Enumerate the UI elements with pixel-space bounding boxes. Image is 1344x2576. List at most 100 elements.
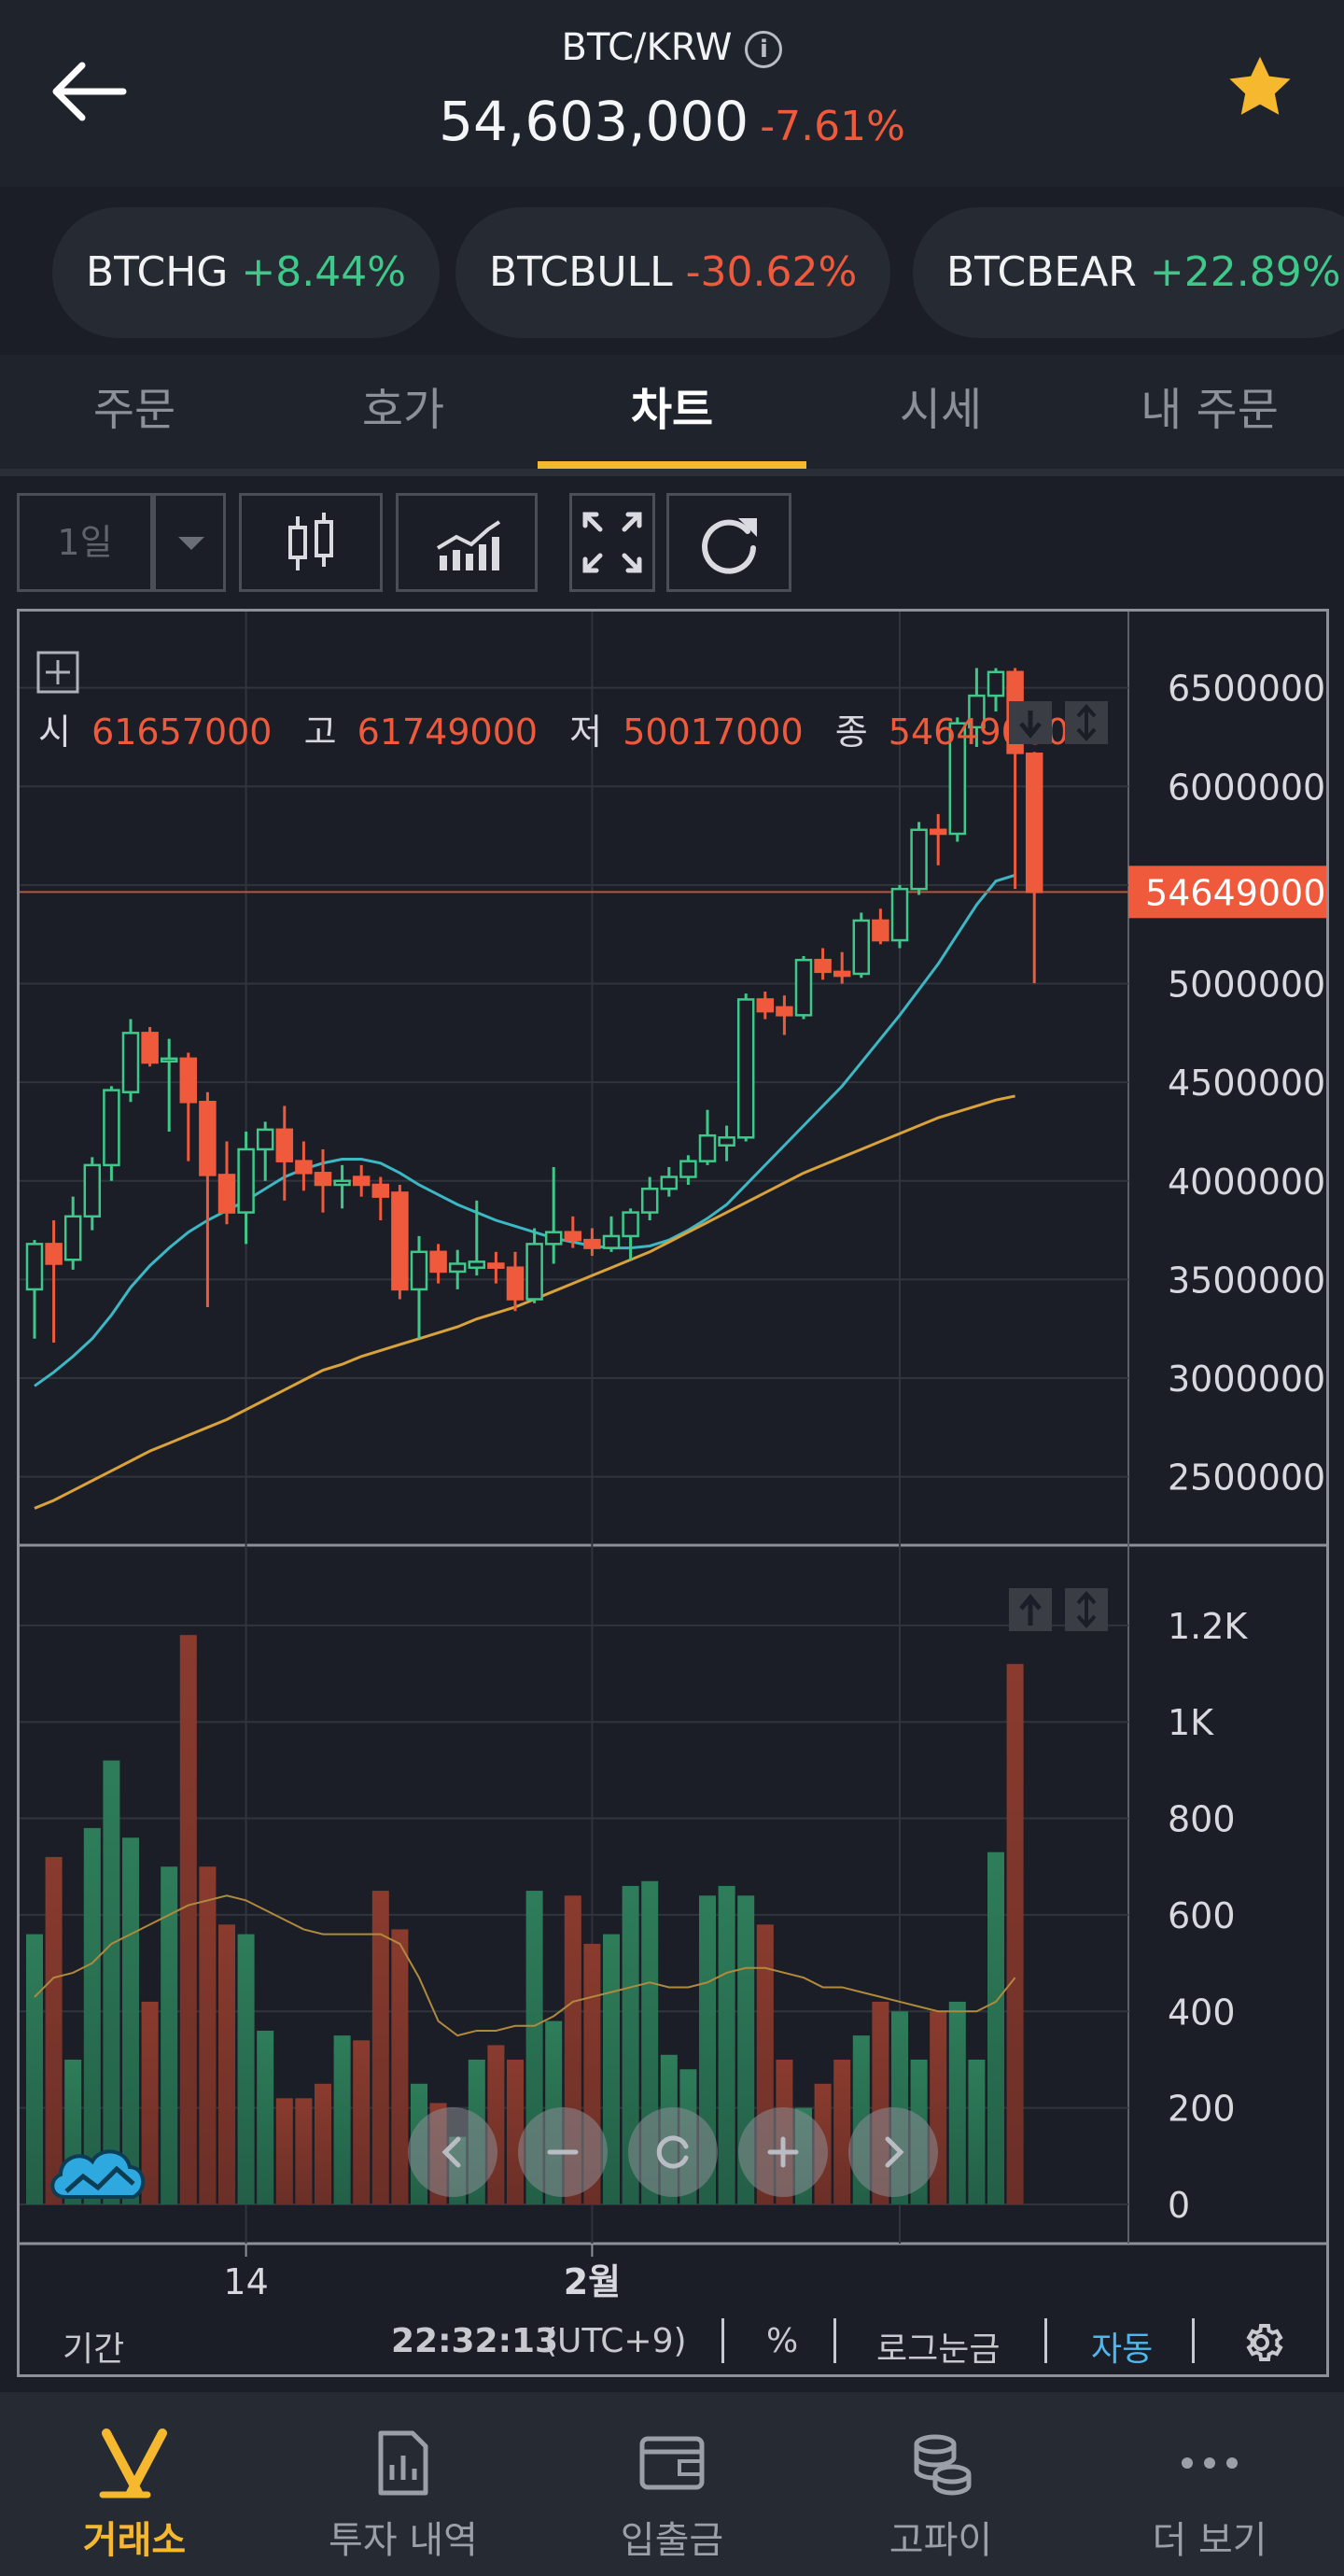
candle-body xyxy=(910,828,928,891)
price-tick-label: 25000000 xyxy=(1168,1457,1326,1499)
candle-body xyxy=(525,1243,543,1301)
candle-body xyxy=(371,1183,390,1198)
divider xyxy=(1044,2318,1047,2363)
volume-bar xyxy=(333,2035,351,2204)
indicator-button[interactable] xyxy=(396,493,538,592)
volume-bar xyxy=(353,2040,371,2204)
volume-bar xyxy=(987,1851,1004,2204)
candle-body xyxy=(756,998,775,1013)
auto-scale-toggle[interactable]: 자동 xyxy=(1091,2330,1154,2369)
gear-icon[interactable] xyxy=(1239,2320,1283,2365)
candle-body xyxy=(141,1032,159,1064)
tab-chart[interactable]: 차트 xyxy=(538,355,806,469)
nav-deposit-withdraw[interactable]: 입출금 xyxy=(538,2392,806,2576)
ohlc-high-label: 고 xyxy=(304,711,337,753)
tab-my-orders[interactable]: 내 주문 xyxy=(1141,384,1279,436)
candle-body xyxy=(968,694,986,729)
candle-body xyxy=(199,1101,217,1176)
chip-name: BTCBEAR xyxy=(946,248,1137,296)
volume-bar xyxy=(218,1924,235,2204)
divider xyxy=(1192,2318,1195,2363)
nav-gopax[interactable]: 고파이 xyxy=(806,2392,1075,2576)
chip-name: BTCBULL xyxy=(489,248,673,296)
candle-body xyxy=(179,1057,198,1104)
candle-body xyxy=(352,1175,371,1187)
pan-left-icon xyxy=(441,2136,461,2168)
related-chip-btcbear[interactable]: BTCBEAR +22.89% xyxy=(913,207,1344,338)
cloud-logo-icon xyxy=(50,2149,145,2199)
indicator-icon xyxy=(436,520,501,570)
candle-body xyxy=(333,1179,351,1187)
log-scale-toggle[interactable]: 로그눈금 xyxy=(876,2330,1001,2369)
volume-ma-line xyxy=(34,1894,1016,2037)
fullscreen-button[interactable] xyxy=(569,493,655,592)
candle-body xyxy=(25,1243,44,1291)
price-tick-label: 50000000 xyxy=(1168,964,1326,1006)
report-icon xyxy=(378,2430,428,2496)
candle-body xyxy=(794,958,813,1017)
candle-body xyxy=(736,998,755,1139)
price-pane-arrows[interactable] xyxy=(1009,701,1108,744)
candle-body xyxy=(295,1160,313,1175)
wallet-icon xyxy=(639,2436,705,2490)
related-chip-btchg[interactable]: BTCHG +8.44% xyxy=(52,207,441,338)
candle-body xyxy=(890,887,909,942)
tab-market[interactable]: 시세 xyxy=(899,384,983,436)
volume-tick-label: 1.2K xyxy=(1168,1606,1248,1647)
volume-bar xyxy=(622,1885,639,2204)
period-label[interactable]: 기간 xyxy=(63,2330,125,2369)
chart-bottom-bar: 기간 22:32:13 (UTC+9) % 로그눈금 자동 xyxy=(20,2313,1326,2374)
volume-bar xyxy=(179,1635,197,2204)
volume-tick-label: 200 xyxy=(1168,2089,1236,2130)
nav-exchange[interactable]: 거래소 xyxy=(0,2392,269,2576)
candle-body xyxy=(256,1128,274,1151)
chip-change: -30.62% xyxy=(685,248,858,296)
chart-controls[interactable] xyxy=(408,2107,938,2197)
volume-bar xyxy=(295,2098,313,2204)
chart-panel[interactable]: 6500000060000000550000005000000045000000… xyxy=(17,609,1344,2377)
volume-bar xyxy=(930,2011,947,2204)
volume-bar xyxy=(103,1760,120,2204)
candle-body xyxy=(640,1187,659,1214)
candle-body xyxy=(103,1089,120,1167)
coins-icon xyxy=(914,2434,972,2496)
volume-bar xyxy=(948,2001,966,2204)
candle-body xyxy=(83,1163,102,1218)
candle-body xyxy=(833,970,851,978)
period-select[interactable]: 1일 xyxy=(17,493,153,592)
related-chip-btcbull[interactable]: BTCBULL -30.62% xyxy=(455,207,891,338)
volume-bar xyxy=(718,1885,735,2204)
ohlc-open-value: 61657000 xyxy=(91,711,272,753)
candle-body xyxy=(544,1231,563,1246)
refresh-button[interactable] xyxy=(666,493,791,592)
pair-title-row: BTC/KRW i xyxy=(0,26,1344,69)
volume-pane-arrows[interactable] xyxy=(1009,1588,1108,1631)
tab-orderbook[interactable]: 호가 xyxy=(361,384,445,436)
nav-label: 투자 내역 xyxy=(329,2519,478,2562)
candles xyxy=(25,668,1043,1343)
nav-label: 거래소 xyxy=(82,2519,187,2562)
nav-label: 더 보기 xyxy=(1152,2519,1267,2562)
candle-body xyxy=(852,919,871,976)
nav-investments[interactable]: 투자 내역 xyxy=(269,2392,538,2576)
nav-more[interactable]: 더 보기 xyxy=(1075,2392,1344,2576)
candle-body xyxy=(487,1262,505,1269)
info-icon[interactable]: i xyxy=(745,31,783,68)
price-volume-chart[interactable]: 6500000060000000550000005000000045000000… xyxy=(20,612,1344,2313)
back-arrow-icon[interactable] xyxy=(49,54,133,129)
tab-order[interactable]: 주문 xyxy=(92,384,176,436)
star-icon[interactable] xyxy=(1225,52,1295,123)
period-dropdown[interactable] xyxy=(153,493,226,592)
divider xyxy=(721,2318,724,2363)
candle-body xyxy=(698,1133,717,1162)
percent-toggle[interactable]: % xyxy=(766,2322,799,2360)
candle-type-button[interactable] xyxy=(239,493,383,592)
add-indicator-icon[interactable] xyxy=(36,651,79,694)
more-icon xyxy=(1182,2457,1238,2469)
candle-body xyxy=(872,919,889,942)
volume-bar xyxy=(315,2083,331,2204)
volume-bar xyxy=(257,2030,274,2204)
price-tick-label: 30000000 xyxy=(1168,1358,1326,1400)
volume-bar xyxy=(391,1929,409,2204)
volume-tick-label: 1K xyxy=(1168,1702,1214,1743)
